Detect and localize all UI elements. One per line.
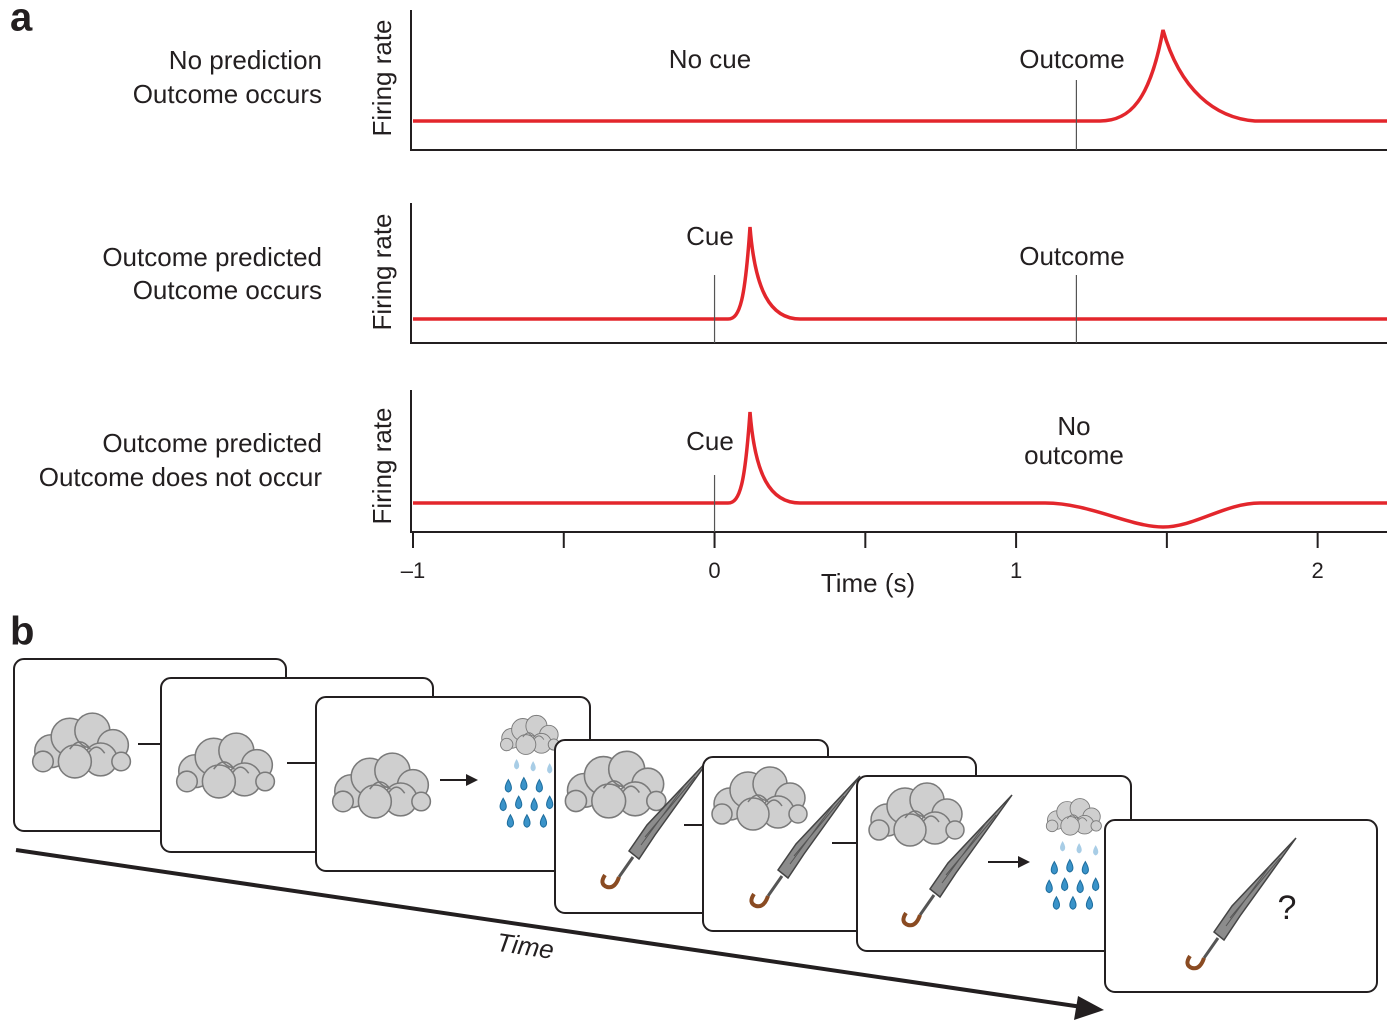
firing-trace	[413, 29, 1387, 123]
x-label: Time (s)	[821, 568, 915, 598]
annotation: No	[1057, 411, 1090, 441]
annotation: outcome	[1024, 440, 1124, 470]
condition: Outcome occurs	[133, 275, 322, 305]
annotation: Outcome	[1019, 44, 1125, 74]
condition: Outcome predicted	[102, 428, 322, 458]
annotation: Cue	[686, 426, 734, 456]
time-label: Time	[495, 927, 556, 965]
x-tick-label: 2	[1312, 558, 1324, 583]
y-label: Firing rate	[367, 19, 397, 136]
condition: No prediction	[169, 45, 322, 75]
annotation: Outcome	[1019, 241, 1125, 271]
panel-label: a	[10, 0, 33, 40]
panel-label: b	[10, 610, 34, 654]
condition: Outcome does not occur	[39, 462, 323, 492]
firing-trace	[413, 226, 1387, 321]
axis	[410, 203, 1387, 344]
x-tick-label: 0	[708, 558, 720, 583]
x-tick-label: 1	[1010, 558, 1022, 583]
y-label: Firing rate	[367, 407, 397, 524]
query-mark: ?	[1278, 889, 1297, 927]
annotation: No cue	[669, 44, 751, 74]
annotation: Cue	[686, 221, 734, 251]
x-tick-label: –1	[401, 558, 425, 583]
y-label: Firing rate	[367, 213, 397, 330]
axis	[410, 10, 1387, 151]
condition: Outcome occurs	[133, 79, 322, 109]
axis	[410, 390, 1387, 533]
firing-trace	[413, 411, 1387, 529]
trial-sequence	[13, 658, 1378, 1020]
condition: Outcome predicted	[102, 242, 322, 272]
